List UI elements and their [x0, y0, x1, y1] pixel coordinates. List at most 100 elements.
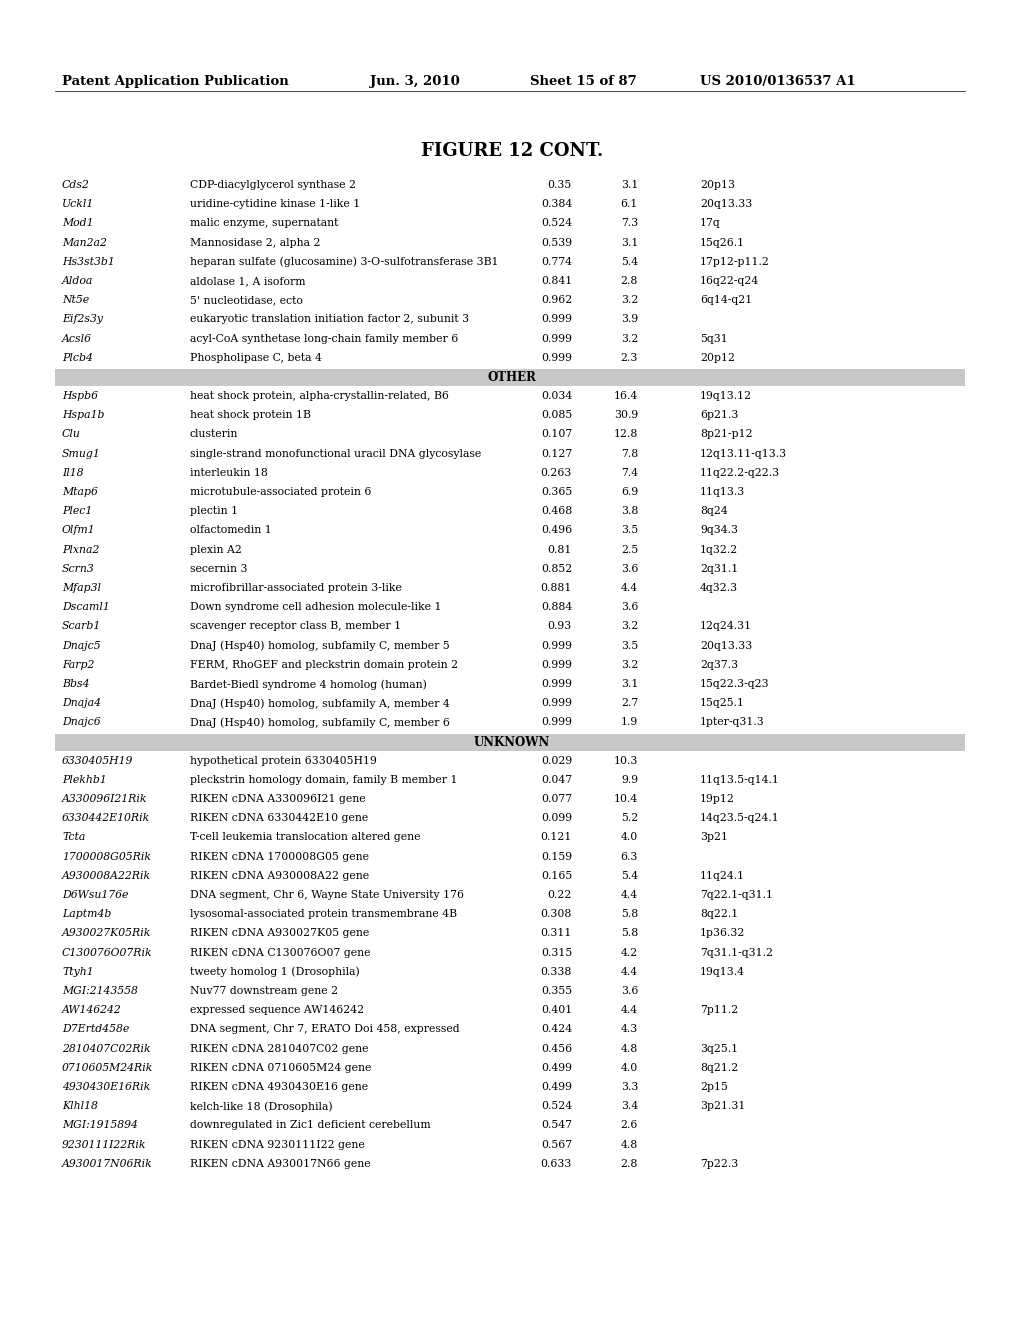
- Text: 2.7: 2.7: [621, 698, 638, 709]
- Text: 4.4: 4.4: [621, 583, 638, 593]
- Text: Bardet-Biedl syndrome 4 homolog (human): Bardet-Biedl syndrome 4 homolog (human): [190, 678, 427, 689]
- Text: Dnajc5: Dnajc5: [62, 640, 100, 651]
- Text: 0.633: 0.633: [541, 1159, 572, 1168]
- Text: 3.9: 3.9: [621, 314, 638, 325]
- Text: 3.4: 3.4: [621, 1101, 638, 1111]
- Text: 5q31: 5q31: [700, 334, 728, 343]
- Text: 15q25.1: 15q25.1: [700, 698, 745, 709]
- Text: DNA segment, Chr 7, ERATO Doi 458, expressed: DNA segment, Chr 7, ERATO Doi 458, expre…: [190, 1024, 460, 1035]
- Text: 10.4: 10.4: [613, 795, 638, 804]
- Text: 0.81: 0.81: [548, 545, 572, 554]
- Text: 0.338: 0.338: [541, 966, 572, 977]
- Text: 19p12: 19p12: [700, 795, 735, 804]
- Text: 19q13.4: 19q13.4: [700, 966, 745, 977]
- Bar: [55, 370, 965, 385]
- Text: 8q24: 8q24: [700, 506, 728, 516]
- Text: 2q31.1: 2q31.1: [700, 564, 738, 574]
- Text: Mfap3l: Mfap3l: [62, 583, 101, 593]
- Text: 15q22.3-q23: 15q22.3-q23: [700, 678, 770, 689]
- Text: 4.0: 4.0: [621, 1063, 638, 1073]
- Text: 0.999: 0.999: [541, 352, 572, 363]
- Text: olfactomedin 1: olfactomedin 1: [190, 525, 271, 536]
- Text: 2.8: 2.8: [621, 1159, 638, 1168]
- Text: MGI:2143558: MGI:2143558: [62, 986, 138, 997]
- Text: heparan sulfate (glucosamine) 3-O-sulfotransferase 3B1: heparan sulfate (glucosamine) 3-O-sulfot…: [190, 257, 499, 268]
- Text: 0710605M24Rik: 0710605M24Rik: [62, 1063, 154, 1073]
- Text: 0.35: 0.35: [548, 180, 572, 190]
- Text: 15q26.1: 15q26.1: [700, 238, 745, 248]
- Text: T-cell leukemia translocation altered gene: T-cell leukemia translocation altered ge…: [190, 833, 421, 842]
- Text: 2q37.3: 2q37.3: [700, 660, 738, 669]
- Text: 0.099: 0.099: [541, 813, 572, 824]
- Text: 3.6: 3.6: [621, 564, 638, 574]
- Text: 6330405H19: 6330405H19: [62, 755, 133, 766]
- Text: 5.8: 5.8: [621, 909, 638, 919]
- Text: 0.999: 0.999: [541, 314, 572, 325]
- Text: RIKEN cDNA 2810407C02 gene: RIKEN cDNA 2810407C02 gene: [190, 1044, 369, 1053]
- Text: Uckl1: Uckl1: [62, 199, 94, 209]
- Text: 1q32.2: 1q32.2: [700, 545, 738, 554]
- Text: 11q13.3: 11q13.3: [700, 487, 745, 498]
- Text: 0.999: 0.999: [541, 334, 572, 343]
- Text: scavenger receptor class B, member 1: scavenger receptor class B, member 1: [190, 622, 401, 631]
- Text: Tcta: Tcta: [62, 833, 85, 842]
- Text: Clu: Clu: [62, 429, 81, 440]
- Text: OTHER: OTHER: [487, 371, 537, 384]
- Text: 0.881: 0.881: [541, 583, 572, 593]
- Text: microfibrillar-associated protein 3-like: microfibrillar-associated protein 3-like: [190, 583, 401, 593]
- Text: 2.3: 2.3: [621, 352, 638, 363]
- Text: microtubule-associated protein 6: microtubule-associated protein 6: [190, 487, 372, 498]
- Text: 3p21: 3p21: [700, 833, 728, 842]
- Text: 6.3: 6.3: [621, 851, 638, 862]
- Text: 0.93: 0.93: [548, 622, 572, 631]
- Text: tweety homolog 1 (Drosophila): tweety homolog 1 (Drosophila): [190, 966, 359, 977]
- Text: malic enzyme, supernatant: malic enzyme, supernatant: [190, 218, 338, 228]
- Text: 11q22.2-q22.3: 11q22.2-q22.3: [700, 467, 780, 478]
- Text: 9q34.3: 9q34.3: [700, 525, 738, 536]
- Text: 3.5: 3.5: [621, 525, 638, 536]
- Text: 3.1: 3.1: [621, 180, 638, 190]
- Text: Mannosidase 2, alpha 2: Mannosidase 2, alpha 2: [190, 238, 321, 248]
- Text: Ttyh1: Ttyh1: [62, 966, 93, 977]
- Text: Acsl6: Acsl6: [62, 334, 92, 343]
- Text: 6.1: 6.1: [621, 199, 638, 209]
- Text: 0.308: 0.308: [541, 909, 572, 919]
- Text: 0.456: 0.456: [541, 1044, 572, 1053]
- Text: 2.5: 2.5: [621, 545, 638, 554]
- Text: plexin A2: plexin A2: [190, 545, 242, 554]
- Text: 3.6: 3.6: [621, 602, 638, 612]
- Text: 20p13: 20p13: [700, 180, 735, 190]
- Text: 0.127: 0.127: [541, 449, 572, 458]
- Text: 0.355: 0.355: [541, 986, 572, 997]
- Text: 0.962: 0.962: [541, 296, 572, 305]
- Text: 17p12-p11.2: 17p12-p11.2: [700, 257, 770, 267]
- Text: 0.774: 0.774: [541, 257, 572, 267]
- Text: Farp2: Farp2: [62, 660, 94, 669]
- Text: 0.852: 0.852: [541, 564, 572, 574]
- Text: 6q14-q21: 6q14-q21: [700, 296, 753, 305]
- Text: FIGURE 12 CONT.: FIGURE 12 CONT.: [421, 143, 603, 160]
- Text: 0.999: 0.999: [541, 640, 572, 651]
- Text: D7Ertd458e: D7Ertd458e: [62, 1024, 129, 1035]
- Text: 0.999: 0.999: [541, 698, 572, 709]
- Text: 5.8: 5.8: [621, 928, 638, 939]
- Text: Phospholipase C, beta 4: Phospholipase C, beta 4: [190, 352, 322, 363]
- Text: AW146242: AW146242: [62, 1006, 122, 1015]
- Text: 8p21-p12: 8p21-p12: [700, 429, 753, 440]
- Text: Nt5e: Nt5e: [62, 296, 89, 305]
- Text: 5.4: 5.4: [621, 871, 638, 880]
- Text: Plekhb1: Plekhb1: [62, 775, 106, 785]
- Text: Olfm1: Olfm1: [62, 525, 95, 536]
- Text: 3p21.31: 3p21.31: [700, 1101, 745, 1111]
- Text: Hspb6: Hspb6: [62, 391, 98, 401]
- Text: plectin 1: plectin 1: [190, 506, 239, 516]
- Text: 0.499: 0.499: [541, 1082, 572, 1092]
- Text: pleckstrin homology domain, family B member 1: pleckstrin homology domain, family B mem…: [190, 775, 458, 785]
- Text: 7q22.1-q31.1: 7q22.1-q31.1: [700, 890, 773, 900]
- Text: US 2010/0136537 A1: US 2010/0136537 A1: [700, 75, 856, 88]
- Text: 7p22.3: 7p22.3: [700, 1159, 738, 1168]
- Text: 7q31.1-q31.2: 7q31.1-q31.2: [700, 948, 773, 957]
- Text: single-strand monofunctional uracil DNA glycosylase: single-strand monofunctional uracil DNA …: [190, 449, 481, 458]
- Text: 16.4: 16.4: [613, 391, 638, 401]
- Text: 4q32.3: 4q32.3: [700, 583, 738, 593]
